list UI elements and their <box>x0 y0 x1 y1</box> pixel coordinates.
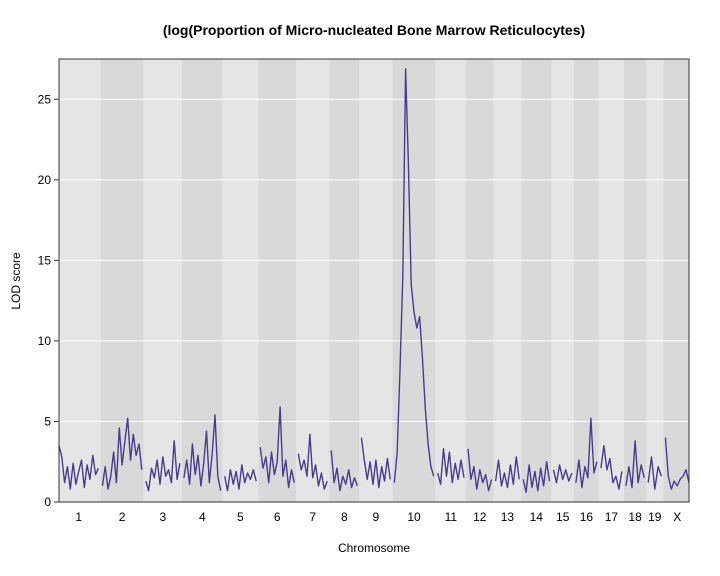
x-tick-label: 16 <box>580 510 594 524</box>
chromosome-band <box>359 59 393 502</box>
y-axis-label: LOD score <box>9 252 23 310</box>
chromosome-band <box>623 59 647 502</box>
chromosome-band <box>296 59 330 502</box>
x-tick-label: 13 <box>501 510 515 524</box>
x-axis-label: Chromosome <box>338 541 410 555</box>
y-tick-label: 0 <box>44 495 51 509</box>
x-tick-label: 9 <box>373 510 380 524</box>
chromosome-band <box>258 59 297 502</box>
x-tick-label: X <box>673 510 681 524</box>
y-tick-label: 25 <box>38 92 52 106</box>
x-tick-label: 3 <box>159 510 166 524</box>
lod-curve-chr-2 <box>101 417 143 490</box>
y-tick-label: 10 <box>38 334 52 348</box>
y-tick-label: 20 <box>38 173 52 187</box>
chromosome-band <box>663 59 689 502</box>
chromosome-band <box>392 59 436 502</box>
lod-curve-chr-3 <box>145 440 181 492</box>
chromosome-band <box>100 59 144 502</box>
chromosome-band <box>598 59 624 502</box>
lod-curve-chr-7 <box>297 433 328 490</box>
lod-curve-chr-10 <box>393 67 435 483</box>
chromosome-band <box>521 59 552 502</box>
lod-curve-chr-11 <box>437 448 465 485</box>
lod-curve-chr-4 <box>183 414 222 491</box>
lod-curve-chr-X <box>664 437 690 490</box>
x-tick-label: 15 <box>556 510 570 524</box>
lod-curve-chr-16 <box>575 417 598 489</box>
lod-curve-chr-12 <box>467 448 493 492</box>
lod-curve-chr-9 <box>360 437 391 489</box>
x-tick-label: 8 <box>341 510 348 524</box>
x-tick-label: 5 <box>237 510 244 524</box>
chromosome-band <box>465 59 494 502</box>
x-tick-label: 12 <box>473 510 487 524</box>
x-tick-label: 6 <box>274 510 281 524</box>
lod-curve-chr-15 <box>552 464 573 484</box>
y-tick-label: 5 <box>44 414 51 428</box>
chart-title: (log(Proportion of Micro-nucleated Bone … <box>163 22 585 38</box>
x-tick-label: 18 <box>628 510 642 524</box>
lod-curve-chr-8 <box>330 450 359 492</box>
x-tick-label: 4 <box>199 510 206 524</box>
x-tick-label: 11 <box>445 510 458 524</box>
chromosome-band <box>59 59 101 502</box>
lod-curve-chr-14 <box>522 461 551 493</box>
y-tick-label: 15 <box>38 253 52 267</box>
lod-curve-chr-18 <box>625 440 645 489</box>
lod-curve-chr-1 <box>58 445 100 490</box>
chromosome-band <box>646 59 664 502</box>
x-tick-label: 19 <box>648 510 662 524</box>
chromosome-band <box>143 59 182 502</box>
x-tick-label: 10 <box>407 510 421 524</box>
x-tick-label: 7 <box>309 510 316 524</box>
lod-curve-chr-13 <box>494 456 520 489</box>
chromosome-band <box>551 59 574 502</box>
plot-frame <box>58 58 690 503</box>
lod-curve-chr-17 <box>600 444 623 490</box>
chromosome-band <box>435 59 466 502</box>
lod-curve-chr-6 <box>259 406 295 489</box>
x-tick-label: 14 <box>530 510 544 524</box>
x-tick-label: 1 <box>75 510 82 524</box>
lod-curve-chr-5 <box>224 464 257 492</box>
x-tick-label: 2 <box>119 510 126 524</box>
chromosome-band <box>493 59 522 502</box>
chromosome-band <box>329 59 360 502</box>
x-tick-label: 17 <box>605 510 619 524</box>
chromosome-band <box>573 59 599 502</box>
chromosome-band <box>222 59 259 502</box>
lod-curve-chr-19 <box>647 456 663 490</box>
